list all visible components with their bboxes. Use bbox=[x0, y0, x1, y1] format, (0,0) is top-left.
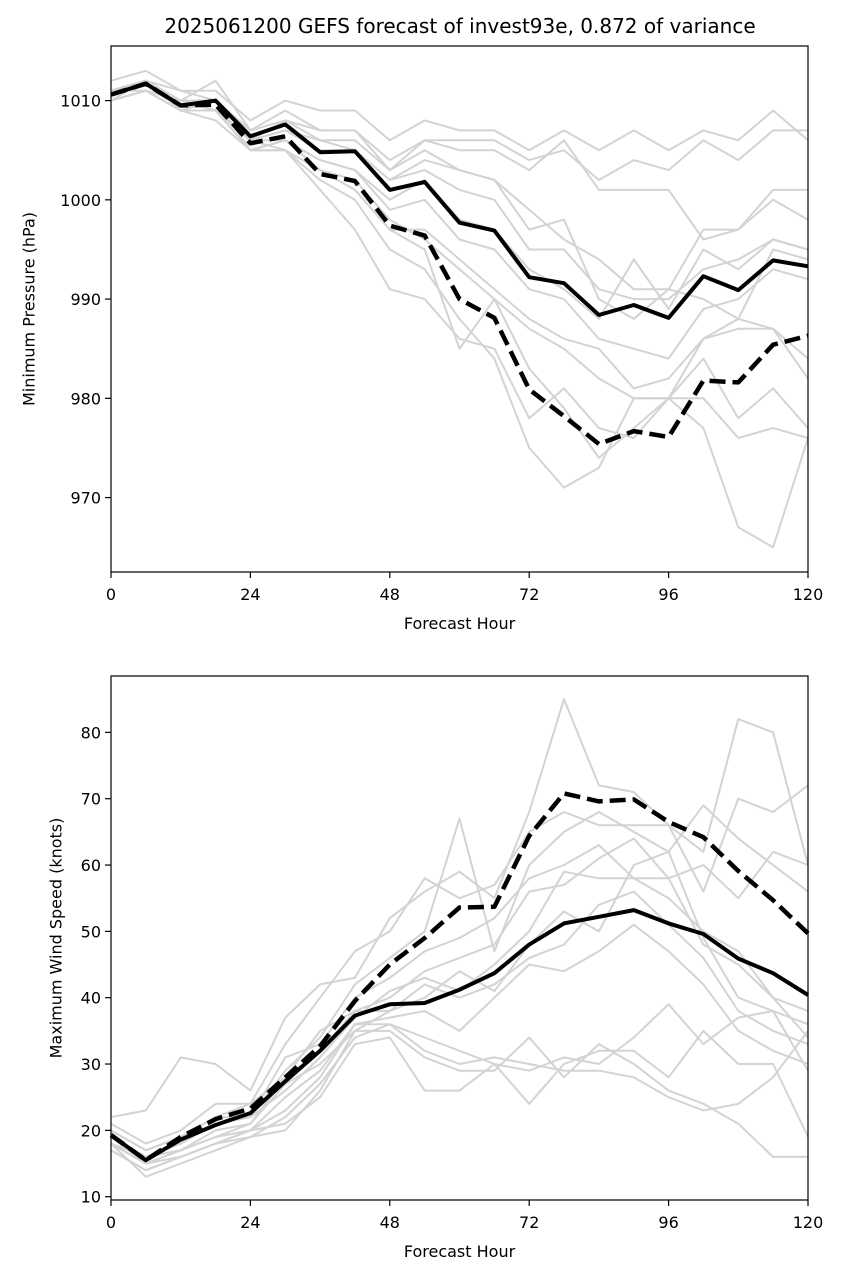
wind-ytick-label: 80 bbox=[81, 723, 101, 742]
wind-ticks: 0 24 48 72 96 120 10 20 30 40 50 60 70 80 bbox=[81, 723, 824, 1232]
pressure-ticks: 0 24 48 72 96 120 970 980 990 1000 1010 bbox=[60, 92, 823, 604]
wind-ytick-label: 70 bbox=[81, 790, 101, 809]
wind-xlabel: Forecast Hour bbox=[404, 1242, 516, 1261]
pressure-axes-frame bbox=[110, 45, 809, 573]
wind-ytick-label: 60 bbox=[81, 856, 101, 875]
wind-xtick-label: 48 bbox=[380, 1213, 400, 1232]
pressure-lines bbox=[110, 69, 809, 549]
wind-dashed-line bbox=[109, 791, 810, 1163]
wind-xtick-label: 120 bbox=[793, 1213, 824, 1232]
pressure-xtick-label: 72 bbox=[519, 585, 539, 604]
wind-member-line-3 bbox=[110, 804, 809, 1152]
wind-solid-line bbox=[109, 908, 810, 1163]
pressure-ylabel: Minimum Pressure (hPa) bbox=[20, 212, 39, 406]
wind-member-line-12 bbox=[110, 1029, 808, 1178]
pressure-xlabel: Forecast Hour bbox=[404, 614, 516, 633]
pressure-xtick-label: 24 bbox=[240, 585, 260, 604]
pressure-xtick-label: 0 bbox=[106, 585, 116, 604]
wind-xtick-label: 96 bbox=[658, 1213, 678, 1232]
pressure-member-line-13 bbox=[110, 79, 809, 459]
pressure-ytick-label: 970 bbox=[70, 489, 101, 508]
figure-title: 2025061200 GEFS forecast of invest93e, 0… bbox=[164, 14, 755, 38]
pressure-panel: 0 24 48 72 96 120 970 980 990 1000 1010 Forecast H… bbox=[20, 45, 823, 633]
pressure-ytick-label: 980 bbox=[70, 389, 101, 408]
pressure-xtick-label: 120 bbox=[793, 585, 824, 604]
wind-ylabel: Maximum Wind Speed (knots) bbox=[47, 818, 66, 1059]
pressure-member-line-4 bbox=[110, 89, 809, 320]
wind-member-line-10 bbox=[110, 1003, 809, 1172]
wind-ytick-label: 50 bbox=[81, 922, 101, 941]
wind-member-line-13 bbox=[110, 1023, 809, 1165]
wind-xtick-label: 24 bbox=[240, 1213, 260, 1232]
wind-member-line-8 bbox=[110, 890, 809, 1165]
pressure-dashed-line bbox=[110, 81, 809, 447]
pressure-member-line-6 bbox=[110, 79, 809, 320]
wind-member-line-7 bbox=[110, 850, 809, 1165]
wind-lines bbox=[109, 698, 810, 1178]
pressure-member-line-5 bbox=[110, 79, 809, 291]
wind-axes-frame bbox=[110, 675, 809, 1201]
pressure-member-line-11 bbox=[110, 89, 809, 439]
wind-member-line-6 bbox=[110, 870, 809, 1158]
pressure-member-line-7 bbox=[110, 79, 809, 301]
pressure-solid-line bbox=[110, 81, 809, 320]
wind-ytick-label: 20 bbox=[81, 1121, 101, 1140]
wind-member-line-9 bbox=[110, 923, 809, 1158]
wind-panel: 0 24 48 72 96 120 10 20 30 40 50 60 70 80 Forecast Ho… bbox=[47, 675, 824, 1261]
wind-xtick-label: 0 bbox=[106, 1213, 116, 1232]
pressure-xtick-label: 48 bbox=[380, 585, 400, 604]
wind-ytick-label: 10 bbox=[81, 1188, 101, 1207]
pressure-ytick-label: 990 bbox=[70, 290, 101, 309]
wind-xtick-label: 72 bbox=[519, 1213, 539, 1232]
pressure-member-line-12 bbox=[110, 89, 809, 549]
wind-member-line-1 bbox=[110, 698, 809, 1119]
wind-ytick-label: 40 bbox=[81, 989, 101, 1008]
pressure-ytick-label: 1000 bbox=[60, 191, 101, 210]
pressure-member-line-10 bbox=[110, 89, 809, 400]
wind-ytick-label: 30 bbox=[81, 1055, 101, 1074]
pressure-member-line-1 bbox=[110, 69, 809, 152]
pressure-xtick-label: 96 bbox=[658, 585, 678, 604]
pressure-ytick-label: 1010 bbox=[60, 92, 101, 111]
wind-member-line-5 bbox=[110, 837, 809, 1152]
pressure-member-line-2 bbox=[110, 79, 808, 241]
